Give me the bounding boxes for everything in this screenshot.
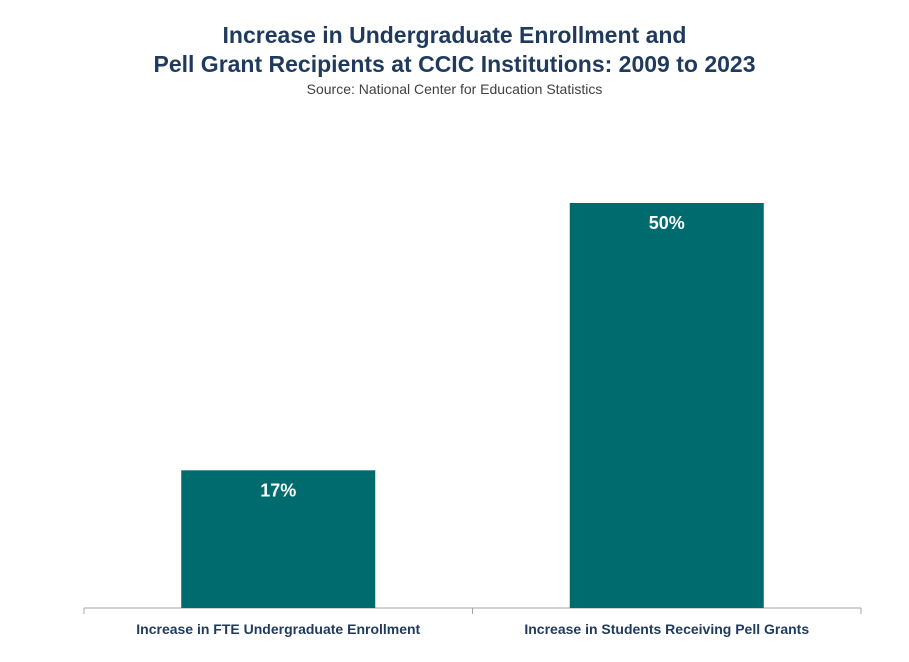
bar-data-label: 17% bbox=[260, 480, 296, 500]
bar bbox=[181, 470, 376, 608]
chart-subtitle: Source: National Center for Education St… bbox=[306, 81, 603, 97]
bar-data-label: 50% bbox=[649, 213, 685, 233]
x-tick-label: Increase in Students Receiving Pell Gran… bbox=[524, 621, 809, 637]
x-tick-label: Increase in FTE Undergraduate Enrollment bbox=[136, 621, 420, 637]
chart-title-line-2: Pell Grant Recipients at CCIC Institutio… bbox=[153, 51, 756, 77]
bar bbox=[569, 203, 764, 608]
chart-title-line-1: Increase in Undergraduate Enrollment and bbox=[222, 22, 687, 48]
